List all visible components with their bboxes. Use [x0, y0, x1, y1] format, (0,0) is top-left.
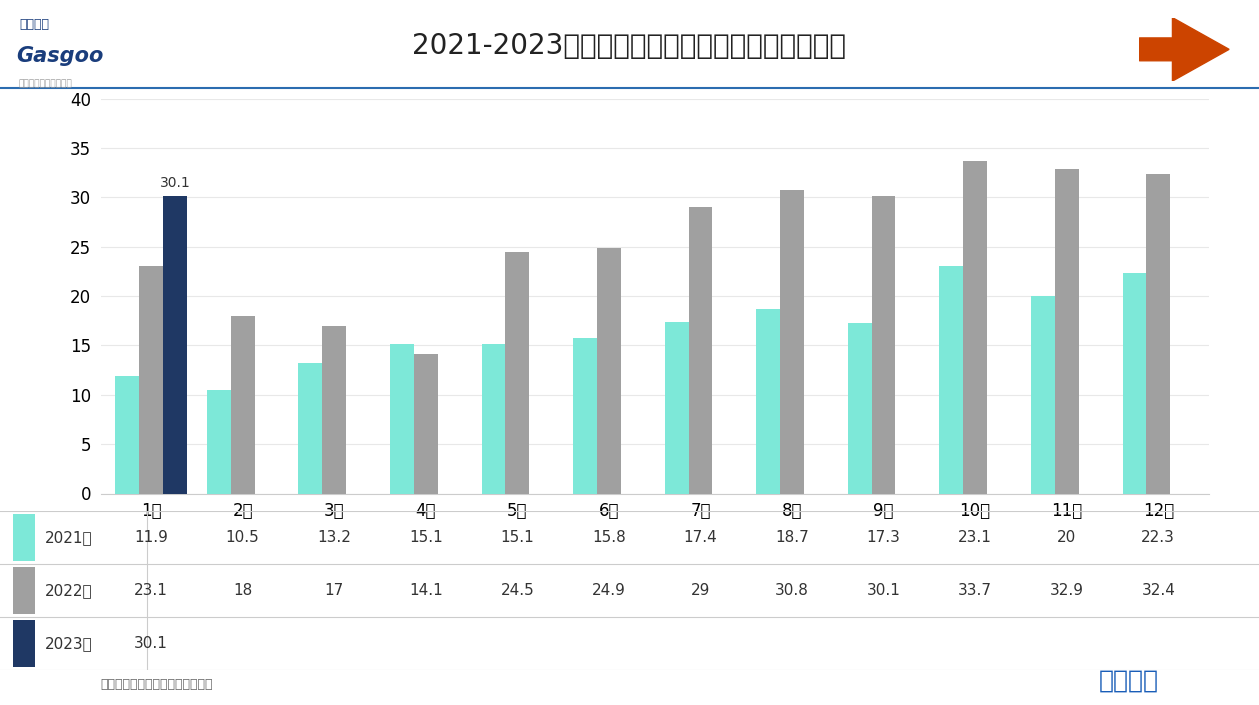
Text: 32.4: 32.4	[1142, 583, 1175, 598]
Text: 汽车产业信息服务平台: 汽车产业信息服务平台	[19, 79, 73, 88]
Bar	[414, 355, 438, 494]
Text: 32.9: 32.9	[1050, 583, 1084, 598]
Polygon shape	[1139, 18, 1229, 81]
Text: 18: 18	[233, 583, 252, 598]
Text: 20: 20	[1058, 530, 1076, 545]
FancyBboxPatch shape	[13, 620, 35, 667]
Text: 15.1: 15.1	[409, 530, 443, 545]
Bar	[322, 326, 346, 494]
Text: 33.7: 33.7	[958, 583, 992, 598]
Text: 29: 29	[691, 583, 710, 598]
Bar	[757, 309, 781, 494]
Text: 15.1: 15.1	[501, 530, 534, 545]
FancyBboxPatch shape	[13, 514, 35, 561]
Bar	[162, 197, 186, 494]
Text: 24.5: 24.5	[501, 583, 534, 598]
Bar	[1055, 168, 1079, 494]
Text: 23.1: 23.1	[958, 530, 992, 545]
Bar	[206, 390, 230, 493]
Bar	[1031, 296, 1055, 493]
Text: 15.8: 15.8	[592, 530, 626, 545]
Text: 14.1: 14.1	[409, 583, 443, 598]
Bar	[505, 252, 529, 494]
Text: 24.9: 24.9	[592, 583, 626, 598]
Text: 17.3: 17.3	[866, 530, 900, 545]
Text: 13.2: 13.2	[317, 530, 351, 545]
Text: 30.1: 30.1	[135, 636, 167, 651]
Text: Gasgoo: Gasgoo	[16, 46, 103, 66]
Bar	[140, 266, 162, 494]
Bar	[781, 190, 805, 494]
Bar	[390, 345, 414, 494]
Text: 22.3: 22.3	[1142, 530, 1175, 545]
Text: 2023年: 2023年	[45, 636, 93, 651]
Text: 23.1: 23.1	[135, 583, 167, 598]
FancyBboxPatch shape	[13, 567, 35, 614]
Bar	[573, 338, 597, 494]
Bar	[1147, 173, 1170, 494]
Bar	[298, 363, 322, 493]
Bar	[597, 247, 621, 494]
Bar	[482, 345, 505, 494]
Bar	[1123, 274, 1147, 494]
Text: 盖世汽车: 盖世汽车	[19, 18, 49, 30]
Text: 2021-2023年汽车月度出口量情况（单位：万辆）: 2021-2023年汽车月度出口量情况（单位：万辆）	[413, 32, 846, 60]
Text: 30.1: 30.1	[160, 176, 190, 190]
Bar	[665, 321, 689, 494]
Bar	[963, 161, 987, 494]
Text: 10.5: 10.5	[225, 530, 259, 545]
Bar	[116, 376, 140, 494]
Bar	[939, 266, 963, 494]
Text: 11.9: 11.9	[135, 530, 167, 545]
Text: 数读车市: 数读车市	[1098, 668, 1158, 692]
Text: 30.1: 30.1	[866, 583, 900, 598]
Text: 18.7: 18.7	[776, 530, 808, 545]
Text: 2022年: 2022年	[45, 583, 93, 598]
Bar	[847, 323, 871, 493]
Bar	[871, 197, 895, 494]
Text: 17: 17	[325, 583, 344, 598]
Bar	[230, 316, 254, 494]
Text: 30.8: 30.8	[776, 583, 810, 598]
Text: 17.4: 17.4	[684, 530, 718, 545]
Bar	[689, 207, 713, 493]
Text: 数据来源：中汽协；盖世汽车整理: 数据来源：中汽协；盖世汽车整理	[101, 678, 213, 691]
Text: 2021年: 2021年	[45, 530, 93, 545]
